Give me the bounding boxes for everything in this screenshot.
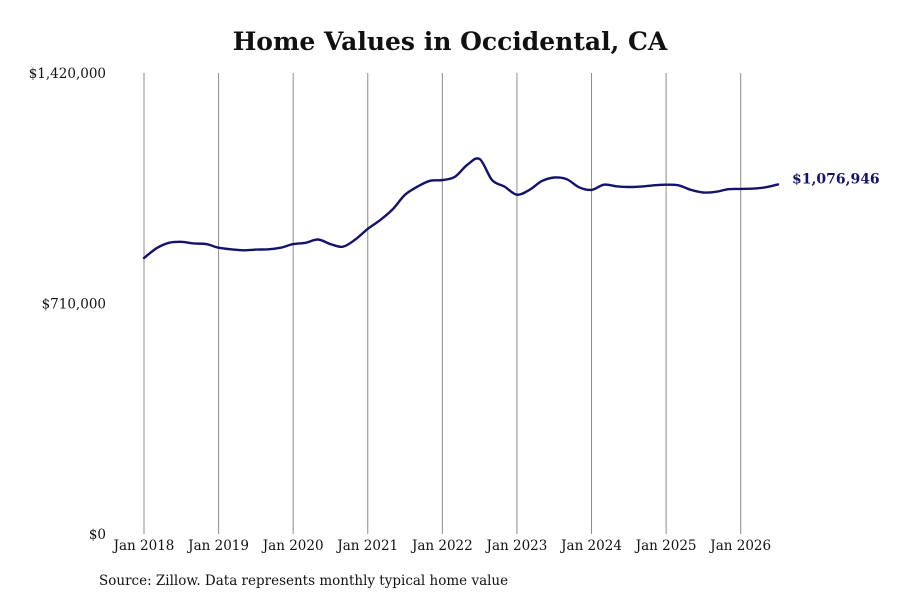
x-tick-label: Jan 2019 [186,538,249,554]
y-tick-label: $710,000 [42,297,106,313]
x-tick-label: Jan 2021 [335,538,398,554]
x-tick-label: Jan 2020 [261,538,324,554]
source-note: Source: Zillow. Data represents monthly … [99,573,509,589]
gridlines [143,73,742,534]
y-tick-label: $0 [89,527,106,543]
x-tick-label: Jan 2018 [112,538,175,554]
series-line [142,157,780,260]
x-tick-label: Jan 2023 [485,538,548,554]
y-axis-ticks: $0 $710,000 $1,420,000 [29,66,106,543]
x-tick-label: Jan 2026 [708,538,771,554]
y-tick-label: $1,420,000 [29,66,106,82]
chart-title: Home Values in Occidental, CA [232,27,668,56]
x-tick-label: Jan 2022 [410,538,473,554]
x-tick-label: Jan 2024 [559,538,622,554]
end-value-label: $1,076,946 [792,171,880,187]
x-axis-ticks: Jan 2018 Jan 2019 Jan 2020 Jan 2021 Jan 2022… [112,538,772,554]
x-tick-label: Jan 2025 [634,538,697,554]
